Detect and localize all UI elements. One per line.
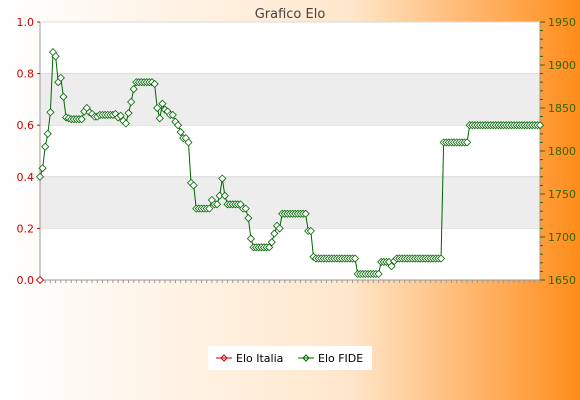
data-point-elo-fide [56, 73, 65, 82]
data-point-elo-fide [59, 92, 68, 101]
data-point-elo-fide [173, 121, 183, 130]
data-point-elo-fide [43, 129, 52, 138]
right-tick-label: 1700 [548, 231, 576, 244]
right-tick-label: 1950 [548, 16, 576, 29]
legend-item-elo-fide: Elo FIDE [298, 352, 363, 365]
data-point-elo-fide [129, 85, 138, 94]
data-point-elo-fide [153, 103, 162, 113]
right-tick-label: 1850 [548, 102, 576, 115]
left-tick-label: 1.0 [17, 16, 35, 29]
data-point-elo-fide [246, 234, 256, 243]
legend-box [208, 346, 372, 370]
data-point-elo-fide [150, 79, 159, 88]
data-point-elo-fide [241, 204, 250, 213]
data-point-elo-fide [116, 111, 125, 120]
left-tick-label: 0.8 [17, 68, 35, 81]
right-tick-label: 1800 [548, 145, 576, 158]
data-point-elo-fide [168, 110, 177, 119]
legend-label-elo-italia: Elo Italia [236, 352, 283, 365]
data-point-elo-fide [301, 209, 310, 218]
data-point-elo-fide [176, 128, 185, 137]
data-point-elo-fide [51, 52, 60, 61]
data-point-elo-fide [436, 254, 446, 263]
data-point-elo-fide [218, 174, 227, 183]
legend-marker-elo-fide [302, 354, 310, 362]
data-point-elo-fide [374, 269, 383, 279]
grid-band [40, 176, 540, 229]
left-tick-label: 0.6 [17, 119, 35, 132]
data-point-elo-fide [220, 191, 229, 200]
left-tick-label: 0.4 [17, 171, 35, 184]
left-tick-label: 0.2 [17, 222, 35, 235]
data-point-elo-fide [184, 138, 193, 147]
data-point-elo-fide [463, 138, 472, 147]
data-point-elo-fide [351, 254, 360, 263]
data-point-elo-fide [265, 243, 274, 252]
data-point-elo-fide [127, 97, 136, 107]
data-point-elo-fide [41, 142, 50, 151]
data-point-elo-fide [124, 109, 133, 118]
data-point-elo-fide [267, 238, 276, 247]
data-point-elo-italia [35, 275, 45, 285]
legend-label-elo-fide: Elo FIDE [318, 352, 363, 365]
data-point-elo-fide [46, 108, 55, 117]
data-point-elo-fide [535, 121, 545, 130]
data-point-elo-fide [35, 172, 45, 181]
data-point-elo-fide [306, 226, 315, 236]
legend-marker-elo-italia [220, 354, 228, 362]
left-tick-label: 0.0 [17, 274, 35, 287]
data-point-elo-fide [270, 229, 279, 238]
plot-area [40, 22, 540, 280]
legend: Elo Italia Elo FIDE [208, 346, 372, 370]
data-point-elo-fide [244, 214, 253, 223]
data-point-elo-fide [387, 262, 396, 271]
data-point-elo-fide [38, 164, 47, 173]
data-point-elo-fide [158, 99, 167, 108]
right-tick-label: 1900 [548, 59, 576, 72]
data-point-elo-fide [205, 204, 214, 213]
right-tick-label: 1750 [548, 188, 576, 201]
data-point-elo-fide [121, 119, 131, 128]
chart-title: Grafico Elo [255, 7, 326, 22]
data-point-elo-fide [189, 181, 198, 190]
data-point-elo-fide [213, 200, 222, 209]
data-point-elo-fide [77, 115, 86, 124]
data-point-elo-fide [155, 114, 164, 123]
legend-item-elo-italia: Elo Italia [216, 352, 283, 365]
right-tick-label: 1650 [548, 274, 576, 287]
data-point-elo-fide [275, 224, 284, 233]
